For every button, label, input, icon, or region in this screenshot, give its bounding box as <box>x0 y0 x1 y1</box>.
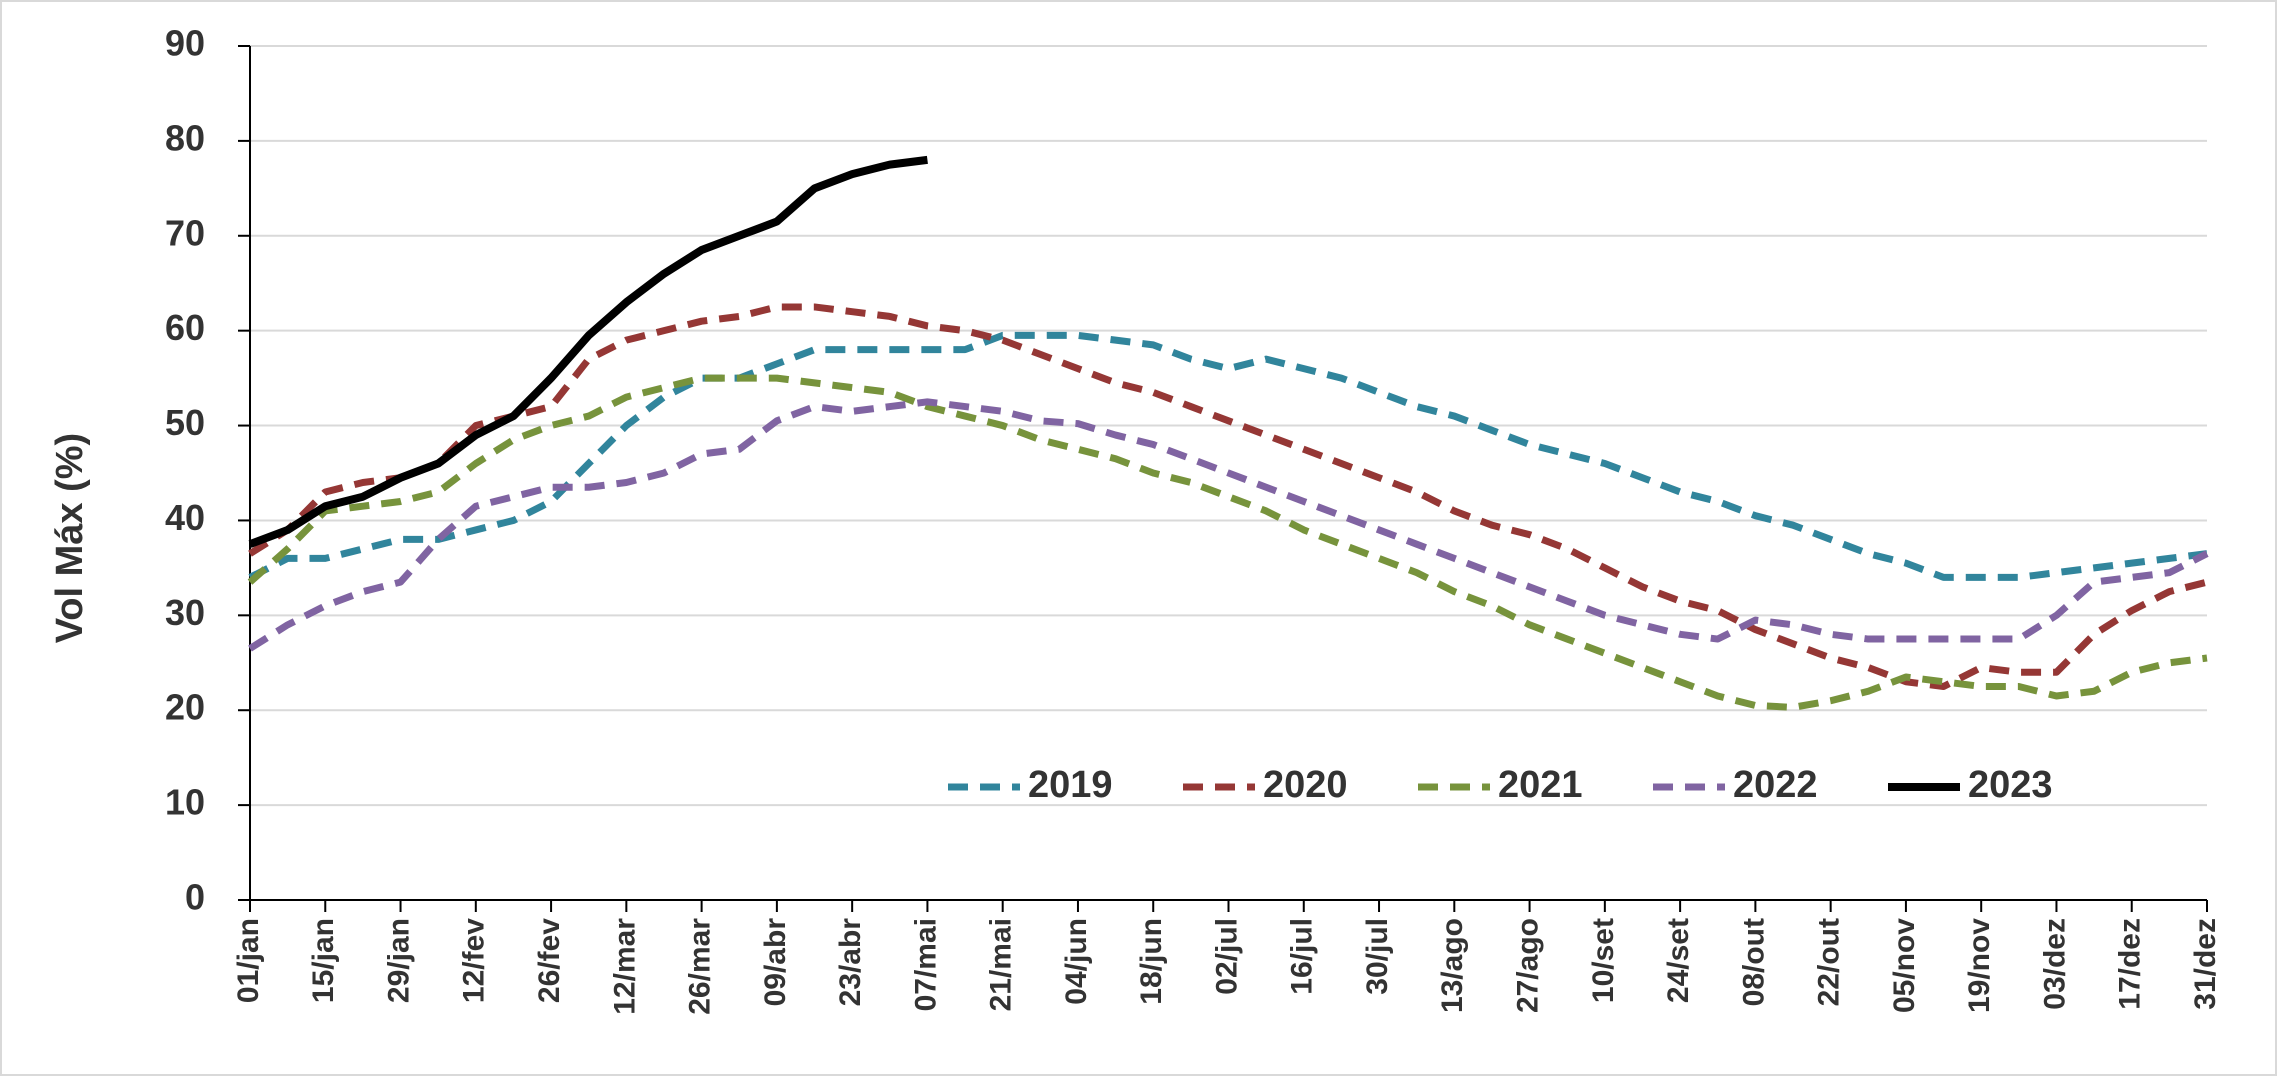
x-tick-label: 04/jun <box>1060 918 1093 1005</box>
x-tick-label: 05/nov <box>1888 918 1921 1013</box>
x-tick-label: 12/fev <box>458 918 491 1003</box>
x-tick-label: 08/out <box>1737 918 1770 1006</box>
y-tick-label: 0 <box>185 877 205 918</box>
series-line <box>248 331 2208 581</box>
y-tick-label: 10 <box>165 782 205 823</box>
legend-label: 2019 <box>1028 764 1113 806</box>
y-tick-label: 20 <box>165 687 205 728</box>
y-tick-label: 80 <box>165 117 205 158</box>
x-tick-label: 18/jun <box>1135 918 1168 1005</box>
x-tick-label: 24/set <box>1662 918 1695 1003</box>
x-tick-label: 29/jan <box>382 918 415 1003</box>
y-tick-label: 30 <box>165 592 205 633</box>
y-tick-label: 40 <box>165 497 205 538</box>
legend-label: 2022 <box>1733 764 1818 806</box>
x-tick-label: 23/abr <box>834 918 867 1007</box>
x-tick-label: 13/ago <box>1436 918 1469 1013</box>
x-tick-label: 22/out <box>1813 918 1846 1006</box>
x-tick-label: 15/jan <box>307 918 340 1003</box>
x-tick-label: 12/mar <box>608 918 641 1015</box>
x-tick-label: 17/dez <box>2114 918 2147 1010</box>
x-tick-label: 10/set <box>1587 918 1620 1003</box>
x-tick-label: 02/jul <box>1210 918 1243 995</box>
y-tick-label: 70 <box>165 212 205 253</box>
x-tick-label: 09/abr <box>759 918 792 1007</box>
series-line <box>248 155 928 548</box>
x-tick-label: 07/mai <box>909 918 942 1011</box>
x-tick-label: 03/dez <box>2038 918 2071 1010</box>
x-tick-label: 21/mai <box>985 918 1018 1011</box>
series-line <box>248 303 2208 690</box>
y-tick-label: 90 <box>165 23 205 64</box>
x-tick-label: 30/jul <box>1361 918 1394 995</box>
x-tick-label: 27/ago <box>1511 918 1544 1013</box>
x-tick-label: 26/mar <box>684 918 717 1015</box>
legend-label: 2020 <box>1263 764 1348 806</box>
x-tick-label: 01/jan <box>232 918 265 1003</box>
legend-label: 2021 <box>1498 764 1583 806</box>
x-tick-label: 16/jul <box>1286 918 1319 995</box>
x-tick-label: 19/nov <box>1963 918 1996 1013</box>
x-tick-label: 26/fev <box>533 918 566 1003</box>
series-line <box>248 398 2209 652</box>
legend-label: 2023 <box>1968 764 2053 806</box>
x-tick-label: 31/dez <box>2189 918 2222 1010</box>
y-tick-label: 60 <box>165 307 205 348</box>
y-axis-label: Vol Máx (%) <box>49 433 91 643</box>
y-tick-label: 50 <box>165 402 205 443</box>
